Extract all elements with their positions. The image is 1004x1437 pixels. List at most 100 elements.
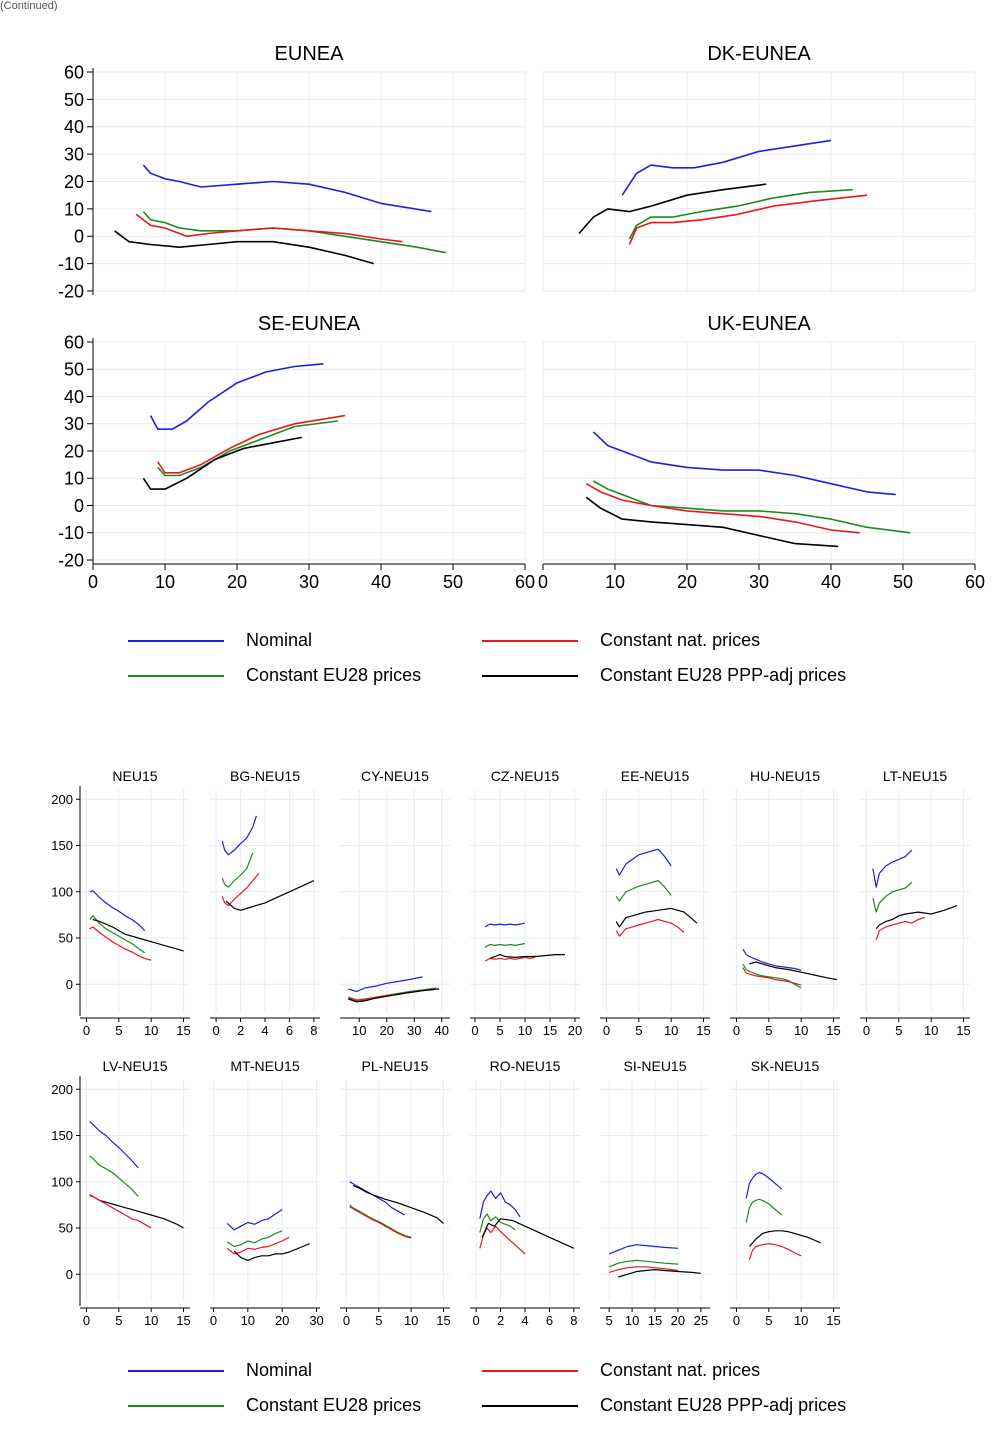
series-line-nominal (221, 815, 257, 856)
series-line-nominal (348, 976, 423, 993)
panel-pl-neu15: PL-NEU15 0 5 10 15 (340, 1058, 451, 1328)
series-line-constant-eu28-ppp-adj-prices (615, 907, 698, 928)
panel-title: SE-EUNEA (258, 313, 361, 335)
series-line-nominal (89, 890, 146, 932)
y-tick-label: 150 (51, 838, 73, 853)
x-tick-label: 6 (546, 1313, 553, 1328)
y-tick-label: 0 (66, 1267, 73, 1282)
x-tick-label: 30 (749, 572, 769, 592)
series-line-constant-eu28-ppp-adj-prices (585, 496, 839, 548)
series-line-constant-eu28-ppp-adj-prices (618, 1269, 701, 1278)
panel-lt-neu15: LT-NEU15 0 5 10 15 (860, 768, 971, 1038)
series-line-constant-nat-prices (349, 1206, 412, 1239)
x-tick-label: 0 (472, 1313, 479, 1328)
panel-title: EE-NEU15 (621, 768, 690, 784)
panel-cz-neu15: CZ-NEU15 0 5 10 15 20 (470, 768, 582, 1038)
legend-swatch-constant-nat (482, 1370, 578, 1372)
panel-cy-neu15: CY-NEU15 10 20 30 40 (340, 768, 450, 1038)
x-tick-label: 40 (371, 572, 391, 592)
series-line-constant-eu28-ppp-adj-prices (225, 880, 315, 911)
x-tick-label: 60 (515, 572, 535, 592)
x-tick-label: 0 (210, 1313, 217, 1328)
x-tick-label: 25 (694, 1313, 708, 1328)
series-line-constant-eu28-ppp-adj-prices (875, 905, 958, 930)
series-line-constant-nat-prices (479, 1225, 526, 1255)
x-tick-label: 5 (635, 1023, 642, 1038)
x-tick-label: 5 (375, 1313, 382, 1328)
x-tick-label: 6 (286, 1023, 293, 1038)
series-line-nominal (479, 1190, 521, 1219)
series-line-constant-eu28-ppp-adj-prices (352, 1184, 444, 1224)
x-tick-label: 15 (436, 1313, 450, 1328)
x-tick-label: 10 (155, 572, 175, 592)
panel-title: DK-EUNEA (707, 43, 811, 65)
x-tick-label: 0 (83, 1313, 90, 1328)
x-tick-label: 10 (352, 1023, 366, 1038)
series-line-constant-eu28-ppp-adj-prices (749, 961, 837, 981)
series-line-nominal (742, 948, 802, 971)
series-line-constant-eu28-prices (745, 1198, 783, 1223)
series-line-constant-nat-prices (875, 917, 925, 941)
series-line-constant-eu28-ppp-adj-prices (92, 918, 184, 952)
panel-ee-neu15: EE-NEU15 0 5 10 15 (600, 768, 711, 1038)
y-tick-label: 50 (64, 360, 84, 380)
x-tick-label: 0 (863, 1023, 870, 1038)
series-line-constant-eu28-prices (221, 852, 254, 888)
series-line-nominal (592, 431, 896, 496)
series-line-constant-nat-prices (615, 918, 685, 937)
series-line-constant-eu28-ppp-adj-prices (348, 988, 440, 1003)
series-line-nominal (621, 139, 832, 196)
series-line-constant-nat-prices (89, 1194, 152, 1229)
x-tick-label: 8 (570, 1313, 577, 1328)
y-tick-label: 50 (59, 931, 73, 946)
x-tick-label: 0 (733, 1023, 740, 1038)
series-line-constant-eu28-ppp-adj-prices (233, 1243, 310, 1261)
panel-title: LV-NEU15 (102, 1058, 167, 1074)
y-tick-label: 20 (64, 172, 84, 192)
legend-label-constant-nat: Constant nat. prices (600, 1360, 761, 1380)
series-line-constant-eu28-prices (628, 188, 853, 240)
x-tick-label: 10 (605, 572, 625, 592)
x-tick-label: 40 (435, 1023, 449, 1038)
y-tick-label: 40 (64, 387, 84, 407)
legend-swatch-constant-eu28 (128, 675, 224, 677)
y-tick-label: 20 (64, 441, 84, 461)
y-tick-label: 60 (64, 332, 84, 352)
series-line-constant-nat-prices (628, 194, 868, 245)
series-line-constant-eu28-prices (593, 480, 911, 534)
y-tick-label: 50 (59, 1221, 73, 1236)
x-tick-label: 4 (521, 1313, 528, 1328)
x-tick-label: 2 (237, 1023, 244, 1038)
series-line-constant-eu28-prices (89, 1155, 139, 1197)
series-line-nominal (484, 922, 526, 928)
panel-eunea: EUNEA -20 -10 0 10 20 30 40 50 60 (58, 43, 526, 301)
series-line-nominal (872, 849, 913, 888)
series-line-nominal (349, 1181, 405, 1216)
panel-uk-eunea: UK-EUNEA 0 10 20 30 40 50 60 (538, 313, 985, 592)
y-tick-label: 0 (74, 496, 84, 516)
x-tick-label: 15 (826, 1313, 840, 1328)
panel-title: RO-NEU15 (490, 1058, 561, 1074)
x-tick-label: 15 (696, 1023, 710, 1038)
series-line-constant-eu28-ppp-adj-prices (481, 1218, 575, 1249)
x-tick-label: 20 (227, 572, 247, 592)
panel-title: SK-NEU15 (751, 1058, 820, 1074)
series-line-constant-nat-prices (742, 967, 802, 986)
panel-hu-neu15: HU-NEU15 0 5 10 15 (730, 768, 841, 1038)
x-tick-label: 0 (471, 1023, 478, 1038)
series-line-constant-eu28-prices (89, 915, 146, 954)
panel-title: LT-NEU15 (883, 768, 948, 784)
series-line-constant-eu28-prices (608, 1259, 678, 1268)
y-tick-label: -10 (58, 523, 84, 543)
x-tick-label: 10 (794, 1023, 808, 1038)
x-tick-label: 0 (603, 1023, 610, 1038)
panel-neu15: NEU15 0 50 100 150 200 0 5 10 15 (51, 768, 190, 1038)
series-line-constant-eu28-ppp-adj-prices (748, 1230, 821, 1247)
panel-lv-neu15: LV-NEU15 0 50 100 150 200 0 5 10 15 (51, 1058, 190, 1328)
x-tick-label: 5 (606, 1313, 613, 1328)
x-tick-label: 50 (893, 572, 913, 592)
series-line-constant-nat-prices (89, 926, 152, 961)
x-tick-label: 15 (956, 1023, 970, 1038)
x-tick-label: 10 (664, 1023, 678, 1038)
y-tick-label: 100 (51, 1174, 73, 1189)
